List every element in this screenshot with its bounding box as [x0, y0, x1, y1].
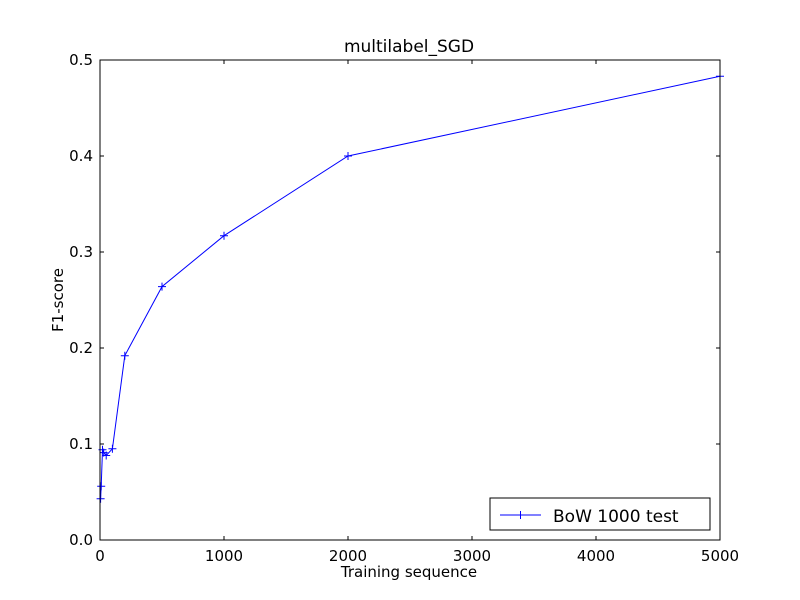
data-point-marker — [96, 494, 105, 503]
data-point-marker — [158, 282, 166, 291]
legend-marker-swatch — [516, 511, 525, 519]
plot-series — [96, 72, 724, 503]
series-line — [100, 75, 721, 499]
y-tick-label: 0.1 — [69, 435, 93, 453]
x-tick-label: 5000 — [701, 547, 739, 565]
plot-frame — [99, 59, 721, 541]
legend-box — [489, 497, 711, 531]
y-tick-label: 0.3 — [69, 243, 93, 261]
data-point-marker — [97, 482, 106, 491]
x-tick-label: 3000 — [453, 547, 491, 565]
data-point-marker — [120, 351, 129, 360]
x-tick-label: 2000 — [329, 547, 367, 565]
data-point-marker — [220, 231, 228, 240]
x-tick-label: 4000 — [577, 547, 615, 565]
x-tick-label: 0 — [95, 547, 105, 565]
y-axis-label: F1-score — [49, 268, 67, 332]
legend-label: BoW 1000 test — [553, 507, 679, 527]
data-point-marker — [108, 444, 117, 453]
y-tick-label: 0.0 — [69, 531, 93, 549]
data-point-marker — [102, 451, 111, 460]
y-tick-label: 0.5 — [69, 51, 93, 69]
axis-ticks: 0 1000 2000 3000 4000 5000 0.0 0.1 0.2 0.3 0.4 0.5 — [69, 51, 739, 565]
chart-title: multilabel_SGD — [344, 37, 474, 57]
y-tick-label: 0.4 — [69, 147, 93, 165]
x-axis-label: Training sequence — [340, 563, 477, 581]
legend: BoW 1000 test — [489, 497, 711, 531]
data-point-marker — [344, 152, 352, 160]
y-tick-label: 0.2 — [69, 339, 93, 357]
x-tick-label: 1000 — [205, 547, 243, 565]
